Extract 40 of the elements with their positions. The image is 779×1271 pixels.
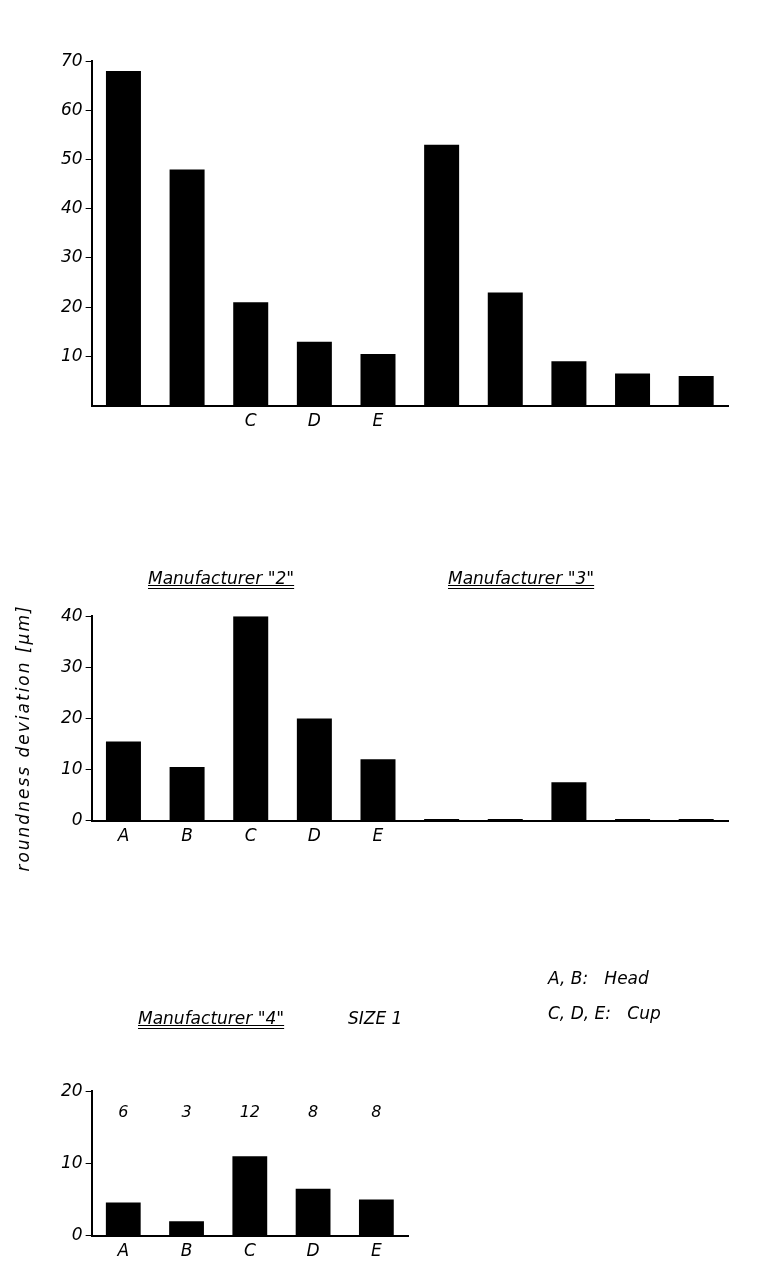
x-tick-label: E xyxy=(372,825,384,846)
y-tick-label: 20 xyxy=(60,1079,83,1100)
x-tick-label: C xyxy=(244,825,257,846)
y-tick-label: 10 xyxy=(60,1151,83,1172)
x-tick-label: D xyxy=(307,825,321,846)
text: A, B: Head xyxy=(548,968,649,988)
annotation: 3 xyxy=(181,1102,192,1122)
y-tick-label: 50 xyxy=(60,148,83,169)
x-tick-label: A xyxy=(116,825,130,846)
annotation: 6 xyxy=(118,1102,129,1122)
y-tick-label: 30 xyxy=(60,246,83,267)
x-tick-label: A xyxy=(116,1240,130,1261)
text: C, D, E: Cup xyxy=(548,1003,661,1023)
y-tick-label: 0 xyxy=(71,1224,83,1245)
x-tick-label: B xyxy=(180,1240,193,1261)
y-tick-label: 40 xyxy=(60,197,83,218)
y-tick-label: 40 xyxy=(60,604,83,625)
x-tick-label: B xyxy=(181,825,193,846)
chart-title: Manufacturer "2" xyxy=(148,568,295,588)
y-tick-label: 10 xyxy=(60,344,83,365)
x-tick-label: D xyxy=(307,410,321,431)
y-tick-label: 0 xyxy=(71,809,83,830)
x-tick-label: C xyxy=(244,410,257,431)
x-tick-label: E xyxy=(372,410,384,431)
y-tick-label: 10 xyxy=(60,757,83,778)
chart-title: Manufacturer "4" xyxy=(138,1008,285,1028)
annotation: 8 xyxy=(371,1102,382,1122)
y-tick-label: 20 xyxy=(60,295,83,316)
text: Manufacturer "3" xyxy=(448,568,595,588)
x-tick-label: E xyxy=(370,1240,382,1261)
x-tick-label: C xyxy=(243,1240,256,1261)
y-tick-label: 60 xyxy=(60,98,83,119)
annotation: 8 xyxy=(308,1102,319,1122)
y-axis-title: roundness deviation [μm] xyxy=(13,604,34,872)
x-tick-label: D xyxy=(306,1240,320,1261)
chart-subtitle: SIZE 1 xyxy=(348,1008,403,1028)
y-tick-label: 30 xyxy=(60,655,83,676)
annotation: 12 xyxy=(239,1102,260,1122)
y-tick-label: 70 xyxy=(60,49,83,70)
y-tick-label: 20 xyxy=(60,706,83,727)
